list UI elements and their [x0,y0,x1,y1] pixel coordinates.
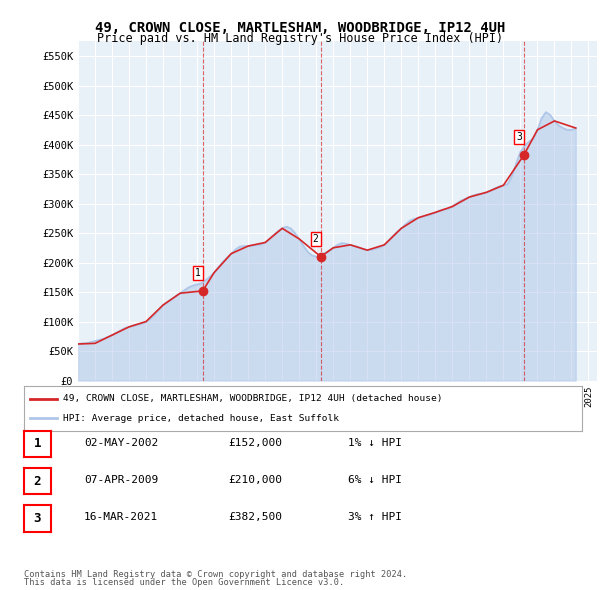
Text: This data is licensed under the Open Government Licence v3.0.: This data is licensed under the Open Gov… [24,578,344,587]
Text: 2: 2 [34,474,41,488]
Text: 02-MAY-2002: 02-MAY-2002 [84,438,158,448]
Text: 1% ↓ HPI: 1% ↓ HPI [348,438,402,448]
Text: 6% ↓ HPI: 6% ↓ HPI [348,476,402,485]
Text: Contains HM Land Registry data © Crown copyright and database right 2024.: Contains HM Land Registry data © Crown c… [24,571,407,579]
Text: £210,000: £210,000 [228,476,282,485]
Text: 1: 1 [34,437,41,451]
Text: £382,500: £382,500 [228,513,282,522]
Text: 49, CROWN CLOSE, MARTLESHAM, WOODBRIDGE, IP12 4UH (detached house): 49, CROWN CLOSE, MARTLESHAM, WOODBRIDGE,… [63,394,443,404]
Text: Price paid vs. HM Land Registry's House Price Index (HPI): Price paid vs. HM Land Registry's House … [97,32,503,45]
Text: 2: 2 [313,234,319,244]
Text: 3: 3 [34,512,41,525]
Text: £152,000: £152,000 [228,438,282,448]
Text: 16-MAR-2021: 16-MAR-2021 [84,513,158,522]
Text: 49, CROWN CLOSE, MARTLESHAM, WOODBRIDGE, IP12 4UH: 49, CROWN CLOSE, MARTLESHAM, WOODBRIDGE,… [95,21,505,35]
Text: 3% ↑ HPI: 3% ↑ HPI [348,513,402,522]
Text: HPI: Average price, detached house, East Suffolk: HPI: Average price, detached house, East… [63,414,339,423]
Text: 1: 1 [194,268,200,278]
Text: 07-APR-2009: 07-APR-2009 [84,476,158,485]
Text: 3: 3 [516,132,522,142]
